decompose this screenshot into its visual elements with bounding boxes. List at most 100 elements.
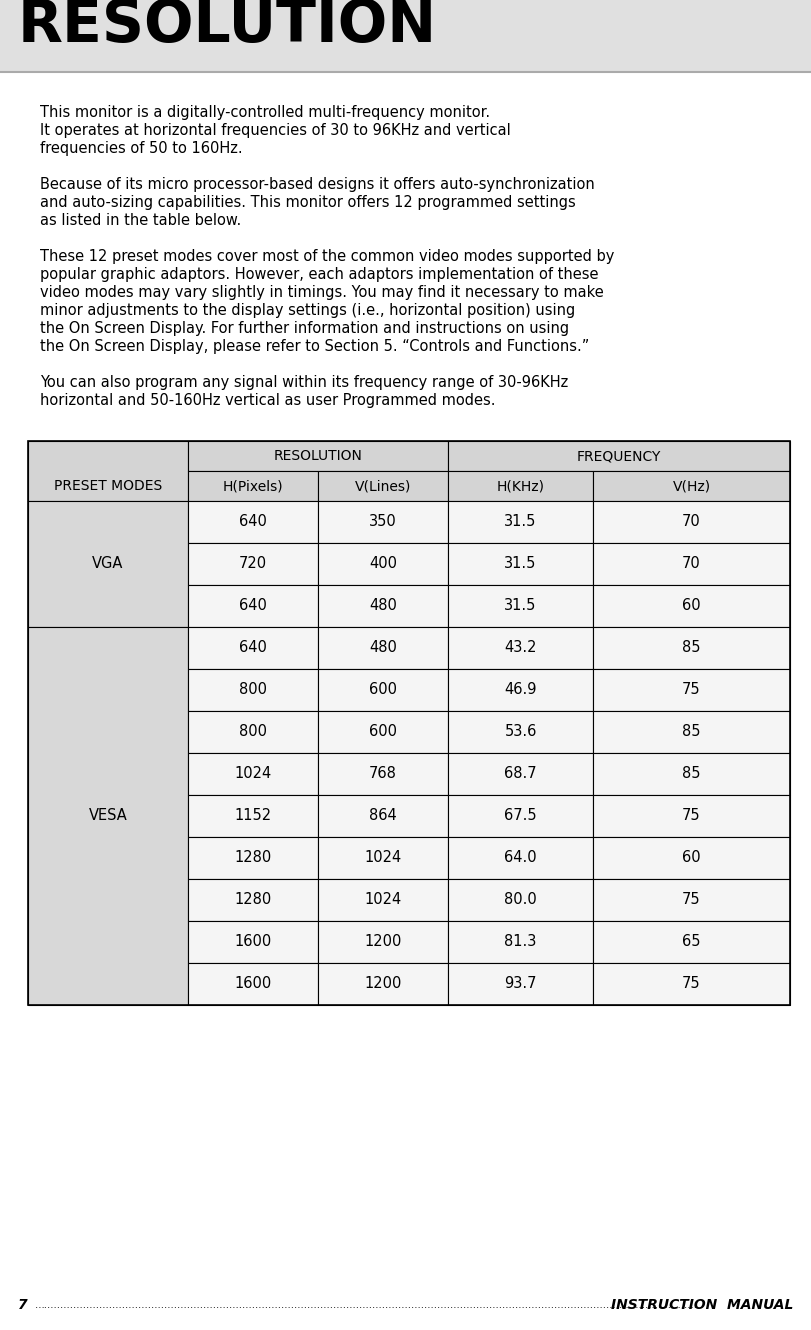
Text: VGA: VGA (92, 556, 124, 572)
Text: 480: 480 (369, 641, 397, 656)
Text: video modes may vary slightly in timings. You may find it necessary to make: video modes may vary slightly in timings… (40, 285, 603, 301)
Text: 640: 640 (239, 641, 267, 656)
Text: 1024: 1024 (364, 850, 401, 866)
Text: 93.7: 93.7 (504, 976, 537, 991)
Text: 85: 85 (682, 766, 701, 782)
Text: 64.0: 64.0 (504, 850, 537, 866)
Bar (318, 920, 448, 963)
Text: 75: 75 (682, 976, 701, 991)
Text: 350: 350 (369, 515, 397, 529)
Text: FREQUENCY: FREQUENCY (577, 450, 661, 463)
Bar (448, 543, 593, 585)
Bar (188, 837, 318, 879)
Bar (448, 753, 593, 795)
Bar (593, 626, 790, 669)
Bar (188, 626, 318, 669)
Bar (28, 501, 188, 626)
Bar (188, 543, 318, 585)
Text: 31.5: 31.5 (504, 515, 537, 529)
Bar (593, 920, 790, 963)
Text: 81.3: 81.3 (504, 935, 537, 950)
Bar (448, 712, 593, 753)
Bar (448, 585, 593, 626)
Bar (188, 963, 318, 1005)
Text: VESA: VESA (88, 809, 127, 823)
Bar (318, 585, 448, 626)
Bar (448, 669, 593, 712)
Bar (188, 669, 318, 712)
Bar (593, 795, 790, 837)
Bar (593, 471, 790, 501)
Bar (318, 753, 448, 795)
Bar (28, 626, 188, 1005)
Text: the On Screen Display. For further information and instructions on using: the On Screen Display. For further infor… (40, 321, 569, 336)
Text: 640: 640 (239, 598, 267, 613)
Bar (28, 442, 188, 501)
Text: 31.5: 31.5 (504, 598, 537, 613)
Text: 1200: 1200 (364, 976, 401, 991)
Text: 1600: 1600 (234, 935, 272, 950)
Text: 1280: 1280 (234, 892, 272, 907)
Text: It operates at horizontal frequencies of 30 to 96KHz and vertical: It operates at horizontal frequencies of… (40, 122, 511, 138)
Bar (318, 543, 448, 585)
Bar (318, 669, 448, 712)
Bar (188, 795, 318, 837)
Text: This monitor is a digitally-controlled multi-frequency monitor.: This monitor is a digitally-controlled m… (40, 105, 490, 120)
Bar (188, 753, 318, 795)
Text: 1200: 1200 (364, 935, 401, 950)
Text: 720: 720 (239, 556, 267, 572)
Text: 70: 70 (682, 515, 701, 529)
Text: 1024: 1024 (234, 766, 272, 782)
Text: V(Lines): V(Lines) (355, 479, 411, 493)
Bar (318, 795, 448, 837)
Bar (448, 626, 593, 669)
Bar (188, 920, 318, 963)
Text: 1600: 1600 (234, 976, 272, 991)
Text: 640: 640 (239, 515, 267, 529)
Text: 43.2: 43.2 (504, 641, 537, 656)
Text: You can also program any signal within its frequency range of 30-96KHz: You can also program any signal within i… (40, 375, 569, 390)
Text: 31.5: 31.5 (504, 556, 537, 572)
Text: 75: 75 (682, 809, 701, 823)
Text: 85: 85 (682, 641, 701, 656)
Bar (593, 712, 790, 753)
Text: 70: 70 (682, 556, 701, 572)
Bar (0, 0, 811, 72)
Bar (188, 712, 318, 753)
Bar (593, 753, 790, 795)
Text: 7: 7 (18, 1298, 28, 1311)
Text: 75: 75 (682, 892, 701, 907)
Text: 65: 65 (682, 935, 701, 950)
Text: 53.6: 53.6 (504, 725, 537, 739)
Text: 600: 600 (369, 725, 397, 739)
Bar (593, 837, 790, 879)
Bar (188, 442, 448, 471)
Text: 68.7: 68.7 (504, 766, 537, 782)
Bar (448, 837, 593, 879)
Text: PRESET MODES: PRESET MODES (54, 479, 162, 493)
Bar (593, 501, 790, 543)
Text: 80.0: 80.0 (504, 892, 537, 907)
Bar (188, 501, 318, 543)
Text: minor adjustments to the display settings (i.e., horizontal position) using: minor adjustments to the display setting… (40, 303, 575, 318)
Text: 75: 75 (682, 682, 701, 697)
Text: Because of its micro processor-based designs it offers auto-synchronization: Because of its micro processor-based des… (40, 177, 594, 192)
Bar (593, 585, 790, 626)
Text: 85: 85 (682, 725, 701, 739)
Text: horizontal and 50-160Hz vertical as user Programmed modes.: horizontal and 50-160Hz vertical as user… (40, 392, 496, 408)
Bar (188, 471, 318, 501)
Text: RESOLUTION: RESOLUTION (273, 450, 363, 463)
Text: 600: 600 (369, 682, 397, 697)
Text: 1024: 1024 (364, 892, 401, 907)
Bar (593, 543, 790, 585)
Bar (318, 879, 448, 920)
Text: 1280: 1280 (234, 850, 272, 866)
Bar (318, 501, 448, 543)
Text: 480: 480 (369, 598, 397, 613)
Text: V(Hz): V(Hz) (672, 479, 710, 493)
Bar (448, 879, 593, 920)
Bar (318, 712, 448, 753)
Text: ……………………………………………………………………………………………………………………………………………………………………………………: …………………………………………………………………………………………………………… (35, 1299, 698, 1310)
Bar (448, 471, 593, 501)
Bar (318, 471, 448, 501)
